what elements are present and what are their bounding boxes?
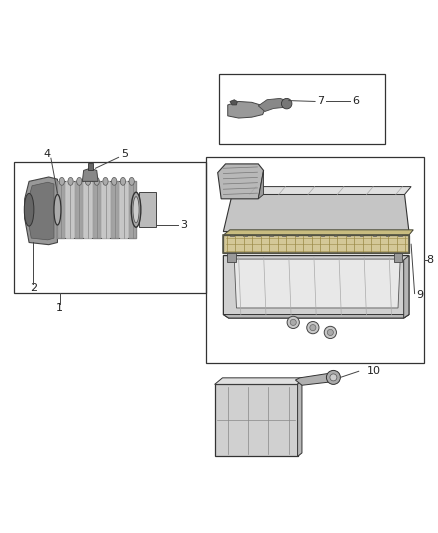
Polygon shape — [258, 171, 264, 199]
Circle shape — [290, 319, 296, 326]
Ellipse shape — [85, 177, 91, 185]
Circle shape — [327, 329, 333, 335]
Bar — [321, 231, 325, 236]
Bar — [256, 231, 260, 236]
Polygon shape — [228, 101, 265, 118]
Polygon shape — [223, 256, 409, 318]
Ellipse shape — [94, 177, 99, 185]
Ellipse shape — [112, 177, 117, 185]
Ellipse shape — [120, 177, 126, 185]
Bar — [360, 231, 363, 236]
Bar — [282, 231, 286, 236]
Bar — [223, 235, 409, 253]
Bar — [227, 253, 236, 262]
Text: 9: 9 — [417, 290, 424, 300]
Bar — [334, 231, 337, 236]
Ellipse shape — [103, 177, 108, 185]
Text: 1: 1 — [56, 303, 63, 313]
Polygon shape — [404, 256, 409, 318]
Ellipse shape — [59, 177, 64, 185]
Polygon shape — [223, 230, 413, 235]
Text: 4: 4 — [43, 149, 50, 159]
Circle shape — [310, 325, 316, 330]
Ellipse shape — [129, 177, 134, 185]
Polygon shape — [215, 378, 302, 384]
Bar — [308, 231, 311, 236]
Ellipse shape — [24, 193, 34, 226]
Bar — [57, 181, 136, 238]
Polygon shape — [230, 100, 237, 105]
Bar — [14, 161, 206, 293]
Circle shape — [324, 326, 336, 338]
Bar — [139, 192, 156, 227]
Ellipse shape — [131, 192, 141, 227]
Polygon shape — [223, 195, 409, 231]
Polygon shape — [82, 168, 98, 181]
Bar — [88, 163, 93, 171]
Bar — [399, 231, 402, 236]
Ellipse shape — [77, 177, 82, 185]
Circle shape — [307, 321, 319, 334]
Bar — [223, 235, 409, 253]
Circle shape — [330, 374, 337, 381]
Polygon shape — [234, 259, 400, 308]
Text: 8: 8 — [426, 255, 434, 265]
Ellipse shape — [133, 197, 139, 223]
Polygon shape — [232, 187, 411, 195]
Polygon shape — [297, 378, 302, 456]
Text: 3: 3 — [180, 220, 187, 230]
Bar — [385, 231, 389, 236]
Bar — [295, 231, 298, 236]
Bar — [394, 253, 403, 262]
Bar — [230, 231, 234, 236]
Ellipse shape — [68, 177, 73, 185]
Bar — [243, 231, 247, 236]
Text: 6: 6 — [352, 96, 359, 107]
Polygon shape — [295, 374, 335, 385]
Bar — [373, 231, 376, 236]
Circle shape — [287, 316, 299, 328]
Bar — [219, 75, 385, 144]
Bar — [347, 231, 350, 236]
Bar — [215, 384, 297, 456]
Polygon shape — [223, 314, 409, 318]
Polygon shape — [28, 182, 54, 240]
Bar — [269, 231, 272, 236]
Circle shape — [282, 99, 292, 109]
Text: 7: 7 — [317, 96, 324, 107]
Polygon shape — [218, 164, 264, 199]
Polygon shape — [25, 177, 57, 245]
Text: 5: 5 — [122, 149, 129, 159]
Circle shape — [326, 370, 340, 384]
Ellipse shape — [54, 195, 61, 225]
Polygon shape — [258, 99, 289, 111]
Text: 10: 10 — [367, 366, 381, 376]
Bar — [206, 157, 424, 362]
Text: 2: 2 — [30, 284, 37, 293]
